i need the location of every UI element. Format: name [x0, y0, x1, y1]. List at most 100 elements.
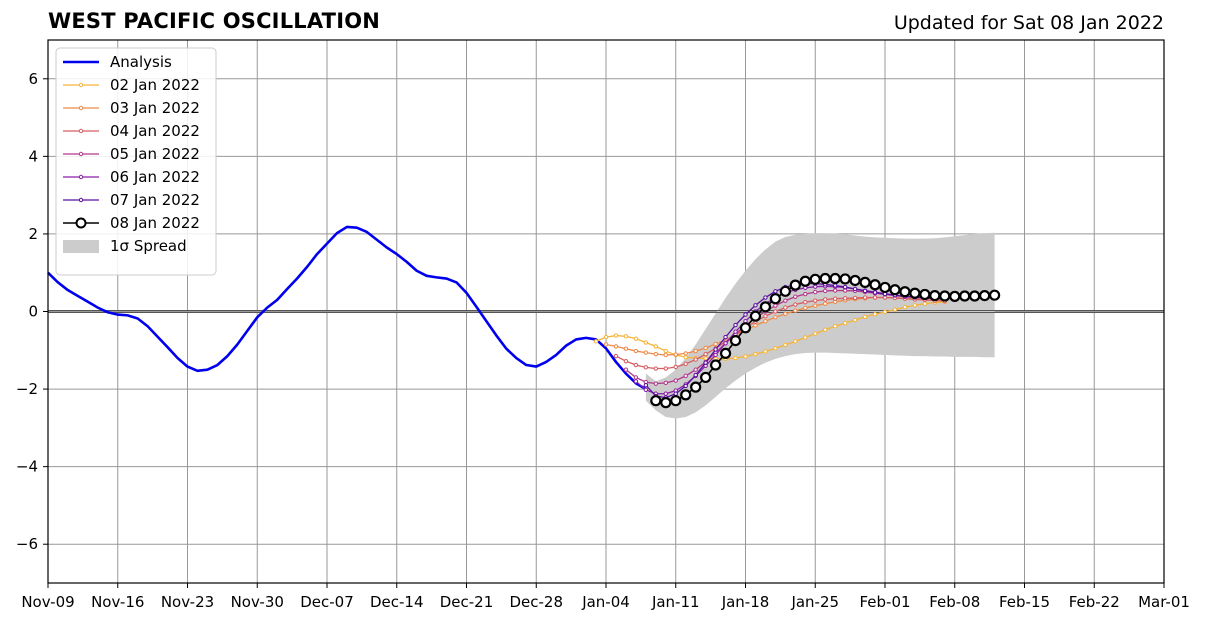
forecast-point: [703, 351, 708, 357]
forecast-point: [650, 395, 662, 407]
forecast-point: [623, 367, 629, 372]
x-tick-label: Nov-16: [91, 593, 144, 611]
forecast-point: [793, 339, 798, 344]
legend-marker: [78, 105, 84, 111]
legend-marker: [78, 151, 84, 157]
forecast-point: [773, 309, 778, 314]
legend-entry: 06 Jan 2022: [63, 168, 200, 186]
axes-layer: Nov-09 Nov-16 Nov-23 Nov-30 Dec-07 Dec-14 Dec-…: [16, 39, 1190, 611]
forecast-point: [813, 298, 818, 303]
forecast-point: [753, 351, 758, 357]
forecast-point: [703, 345, 708, 351]
forecast-point: [809, 273, 821, 285]
forecast-point: [633, 348, 639, 354]
forecast-point: [872, 295, 878, 300]
forecast-point: [803, 299, 808, 305]
forecast-point: [623, 334, 629, 339]
forecast-point: [869, 279, 881, 291]
legend-entry: 02 Jan 2022: [63, 76, 200, 94]
x-tick-label: Jan-04: [581, 593, 630, 611]
forecast-point: [832, 288, 838, 293]
forecast-point: [663, 348, 668, 354]
forecast-point: [739, 322, 752, 334]
forecast-point: [879, 281, 891, 294]
forecast-point: [613, 333, 619, 338]
forecast-point: [949, 290, 961, 302]
x-tick-label: Dec-14: [370, 593, 424, 611]
legend-marker: [78, 82, 84, 88]
forecast-point: [633, 375, 639, 380]
forecast-point: [743, 354, 748, 359]
forecast-point: [749, 310, 762, 322]
forecast-point: [793, 308, 798, 313]
forecast-point: [763, 313, 768, 319]
forecast-point: [979, 289, 991, 302]
x-tick-label: Jan-25: [790, 593, 839, 611]
x-tick-label: Nov-30: [231, 593, 284, 611]
forecast-point: [653, 381, 659, 386]
forecast-point: [852, 286, 858, 292]
forecast-point: [832, 283, 838, 288]
forecast-point: [723, 334, 728, 340]
chart-title: WEST PACIFIC OSCILLATION: [48, 9, 381, 33]
forecast-point: [862, 314, 868, 320]
plot-frame: [47, 39, 1165, 584]
forecast-point: [653, 366, 659, 371]
forecast-point: [852, 317, 858, 323]
legend-entry: 1σ Spread: [63, 237, 187, 255]
forecast-point: [909, 287, 921, 299]
forecast-point: [803, 335, 808, 340]
forecast-point: [663, 352, 668, 358]
forecast-point: [823, 297, 828, 302]
legend-entry: 03 Jan 2022: [63, 99, 200, 117]
forecast-layer: [593, 272, 1001, 409]
forecast-point: [623, 346, 629, 351]
x-tick-label: Dec-07: [300, 593, 354, 611]
forecast-point: [713, 347, 718, 352]
forecast-point: [643, 387, 649, 393]
forecast-point: [862, 288, 868, 294]
forecast-point: [633, 362, 639, 368]
forecast-point: [763, 349, 768, 354]
x-tick-label: Feb-08: [929, 593, 980, 611]
forecast-point: [653, 344, 659, 349]
legend-marker: [78, 128, 84, 134]
forecast-point: [603, 334, 609, 340]
forecast-point: [793, 302, 798, 307]
legend-marker: [75, 217, 87, 229]
x-tick-label: Feb-01: [859, 593, 910, 611]
forecast-point: [959, 290, 971, 302]
forecast-point: [819, 272, 831, 285]
forecast-point: [733, 322, 738, 328]
x-tick-label: Dec-28: [509, 593, 563, 611]
y-tick-label: 6: [28, 70, 38, 88]
forecast-point: [660, 397, 672, 409]
forecast-point: [663, 366, 668, 371]
forecast-point: [783, 305, 788, 310]
x-tick-label: Jan-11: [651, 593, 700, 611]
forecast-point: [773, 289, 778, 294]
forecast-point: [872, 312, 878, 317]
forecast-point: [593, 339, 599, 344]
legend-entry: 08 Jan 2022: [63, 214, 200, 232]
forecast-point: [789, 279, 801, 291]
y-tick-label: 4: [28, 147, 38, 165]
y-tick-label: −4: [16, 458, 38, 476]
forecast-point: [693, 372, 698, 378]
forecast-point: [862, 295, 868, 300]
forecast-point: [683, 383, 688, 389]
forecast-point: [882, 309, 888, 315]
forecast-point: [653, 351, 659, 357]
forecast-point: [813, 331, 818, 336]
forecast-point: [763, 318, 768, 324]
legend-label: 04 Jan 2022: [110, 122, 200, 140]
forecast-point: [710, 359, 722, 371]
legend-label: 07 Jan 2022: [110, 191, 200, 209]
spread-band: [645, 232, 995, 419]
forecast-point: [783, 342, 788, 348]
forecast-point: [723, 341, 728, 346]
legend-swatch: [63, 240, 99, 253]
forecast-point: [839, 273, 851, 285]
x-tick-label: Nov-23: [161, 593, 214, 611]
